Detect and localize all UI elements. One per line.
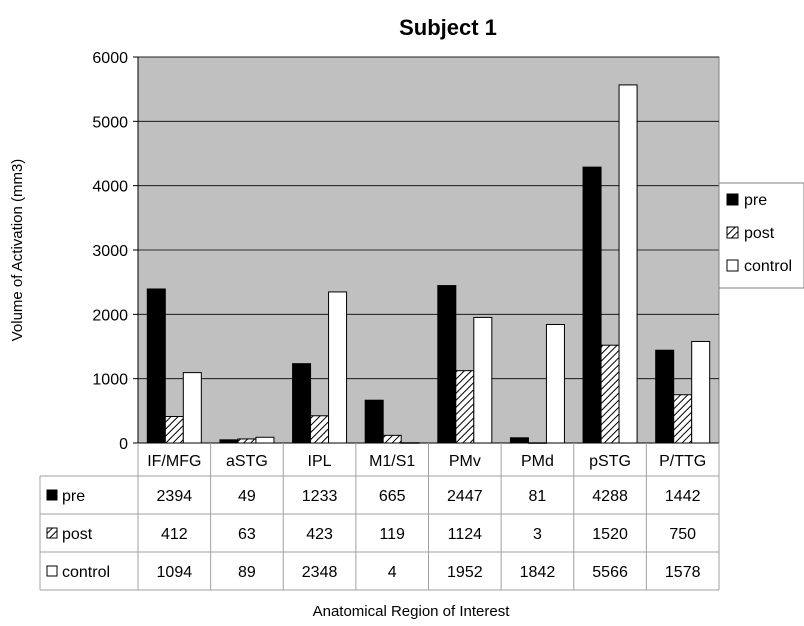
table-cell-control: 1952 bbox=[447, 564, 483, 581]
legend-swatch-control bbox=[726, 259, 739, 272]
table-cell-control: 1094 bbox=[157, 564, 193, 581]
x-tick-label: PMd bbox=[521, 453, 554, 470]
table-swatch-pre bbox=[46, 489, 58, 501]
x-tick-label: IF/MFG bbox=[147, 453, 201, 470]
bar-control bbox=[473, 316, 493, 444]
bar-pre bbox=[146, 288, 166, 444]
x-tick-label: PMv bbox=[449, 453, 481, 470]
table-cell-pre: 2447 bbox=[447, 488, 483, 505]
table-cell-control: 89 bbox=[238, 564, 256, 581]
bar-post bbox=[673, 394, 693, 444]
y-tick-label: 5000 bbox=[92, 114, 128, 131]
bar-control bbox=[182, 372, 202, 444]
bar-pre bbox=[509, 437, 529, 444]
chart-title: Subject 1 bbox=[399, 15, 497, 40]
table-cell-control: 1842 bbox=[520, 564, 556, 581]
bar-pre bbox=[364, 399, 384, 444]
bar-control bbox=[328, 291, 348, 444]
table-cell-pre: 1442 bbox=[665, 488, 701, 505]
bar-post bbox=[164, 415, 184, 444]
bar-post bbox=[382, 434, 402, 444]
bar-post bbox=[237, 438, 257, 444]
table-cell-pre: 1233 bbox=[302, 488, 338, 505]
y-tick-label: 3000 bbox=[92, 243, 128, 260]
table-cell-post: 412 bbox=[161, 526, 188, 543]
legend: pre post control bbox=[718, 182, 804, 289]
x-tick-label: pSTG bbox=[589, 453, 631, 470]
legend-swatch-post bbox=[726, 226, 739, 239]
y-tick-label: 4000 bbox=[92, 179, 128, 196]
bar-post bbox=[310, 415, 330, 444]
table-cell-post: 63 bbox=[238, 526, 256, 543]
bar-post bbox=[600, 344, 620, 444]
table-cell-post: 1124 bbox=[448, 526, 483, 543]
table-cell-post: 750 bbox=[669, 526, 696, 543]
table-cell-pre: 2394 bbox=[157, 488, 193, 505]
x-axis-label: Anatomical Region of Interest bbox=[313, 603, 511, 620]
table-swatch-control bbox=[46, 565, 58, 577]
table-cell-post: 119 bbox=[379, 526, 405, 543]
bar-pre bbox=[437, 285, 457, 444]
y-tick-label: 0 bbox=[119, 436, 128, 453]
y-tick-label: 1000 bbox=[92, 372, 128, 389]
y-tick-label: 2000 bbox=[92, 307, 128, 324]
legend-swatch-pre bbox=[726, 193, 739, 206]
x-tick-label: IPL bbox=[308, 453, 332, 470]
table-swatch-post bbox=[46, 527, 58, 539]
table-cell-control: 5566 bbox=[592, 564, 628, 581]
legend-label-post: post bbox=[744, 225, 775, 242]
table-cell-pre: 665 bbox=[379, 488, 406, 505]
bar-control bbox=[400, 442, 420, 444]
table-cell-post: 3 bbox=[533, 526, 542, 543]
table-cell-control: 2348 bbox=[302, 564, 338, 581]
bar-post bbox=[455, 370, 475, 444]
y-axis-label: Volume of Activation (mm3) bbox=[9, 159, 26, 342]
table-row-label-pre: pre bbox=[62, 488, 85, 505]
bar-control bbox=[618, 84, 638, 444]
legend-label-pre: pre bbox=[744, 192, 767, 209]
table-cell-post: 1520 bbox=[592, 526, 628, 543]
x-tick-label: M1/S1 bbox=[369, 453, 415, 470]
table-row-label-post: post bbox=[62, 526, 93, 543]
bar-pre bbox=[655, 349, 675, 444]
y-tick-label: 6000 bbox=[92, 50, 128, 67]
bar-control bbox=[255, 436, 275, 444]
table-row-label-control: control bbox=[62, 564, 110, 581]
x-tick-label: P/TTG bbox=[659, 453, 706, 470]
legend-label-control: control bbox=[744, 258, 792, 275]
bar-control bbox=[545, 323, 565, 444]
table-cell-pre: 49 bbox=[238, 488, 256, 505]
x-tick-label: aSTG bbox=[226, 453, 268, 470]
data-table: IF/MFG aSTG IPL M1/S1 PMv PMd pSTG P/TTG pre 2394… bbox=[39, 443, 720, 591]
table-cell-pre: 81 bbox=[529, 488, 547, 505]
table-cell-control: 1578 bbox=[665, 564, 701, 581]
bar-pre bbox=[582, 166, 602, 444]
bar-post bbox=[527, 442, 547, 444]
table-cell-pre: 4288 bbox=[592, 488, 628, 505]
bar-pre bbox=[292, 363, 312, 444]
plot-area: 0 1000 2000 3000 4000 5000 6000 bbox=[92, 50, 720, 453]
bar-pre bbox=[219, 439, 239, 444]
bar-control bbox=[691, 340, 711, 444]
table-cell-control: 4 bbox=[388, 564, 397, 581]
table-cell-post: 423 bbox=[306, 526, 333, 543]
